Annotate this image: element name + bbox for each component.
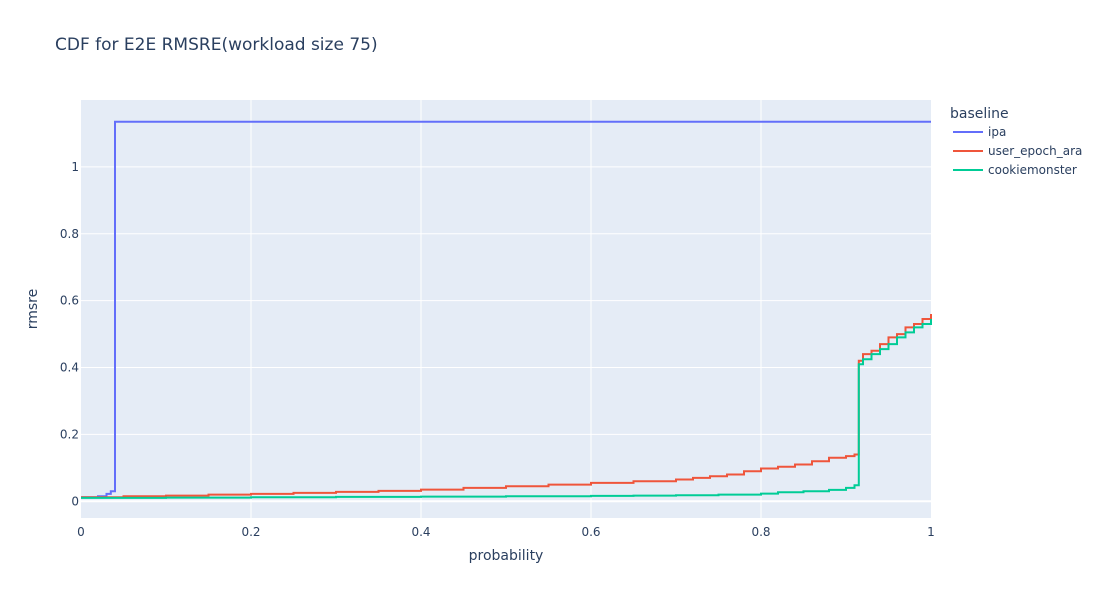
series-line-cookiemonster — [81, 319, 932, 499]
plot-background — [81, 100, 931, 518]
y-axis-title: rmsre — [25, 289, 41, 330]
y-tick-label: 0.8 — [60, 227, 79, 241]
x-axis-title: probability — [469, 548, 544, 564]
gridlines — [81, 100, 931, 518]
x-tick-labels: 0 0.2 0.4 0.6 0.8 1 — [77, 525, 935, 539]
legend-label-user-epoch-ara[interactable]: user_epoch_ara — [988, 144, 1082, 158]
legend-label-cookiemonster[interactable]: cookiemonster — [988, 163, 1077, 177]
y-tick-label: 0 — [71, 494, 79, 508]
x-tick-label: 0.4 — [411, 525, 430, 539]
y-tick-label: 0.4 — [60, 361, 79, 375]
y-tick-labels: 0 0.2 0.4 0.6 0.8 1 — [60, 160, 79, 508]
x-tick-label: 0.6 — [581, 525, 600, 539]
legend-label-ipa[interactable]: ipa — [988, 125, 1006, 139]
x-tick-label: 0 — [77, 525, 85, 539]
y-tick-label: 1 — [71, 160, 79, 174]
y-tick-label: 0.2 — [60, 427, 79, 441]
series-line-user-epoch-ara — [81, 314, 932, 499]
x-tick-label: 1 — [927, 525, 935, 539]
y-tick-label: 0.6 — [60, 294, 79, 308]
x-tick-label: 0.8 — [751, 525, 770, 539]
x-tick-label: 0.2 — [241, 525, 260, 539]
legend-title: baseline — [950, 106, 1009, 122]
chart-title: CDF for E2E RMSRE(workload size 75) — [55, 35, 378, 55]
legend: baseline ipa user_epoch_ara cookiemonster — [950, 106, 1082, 177]
series-group — [81, 120, 932, 499]
